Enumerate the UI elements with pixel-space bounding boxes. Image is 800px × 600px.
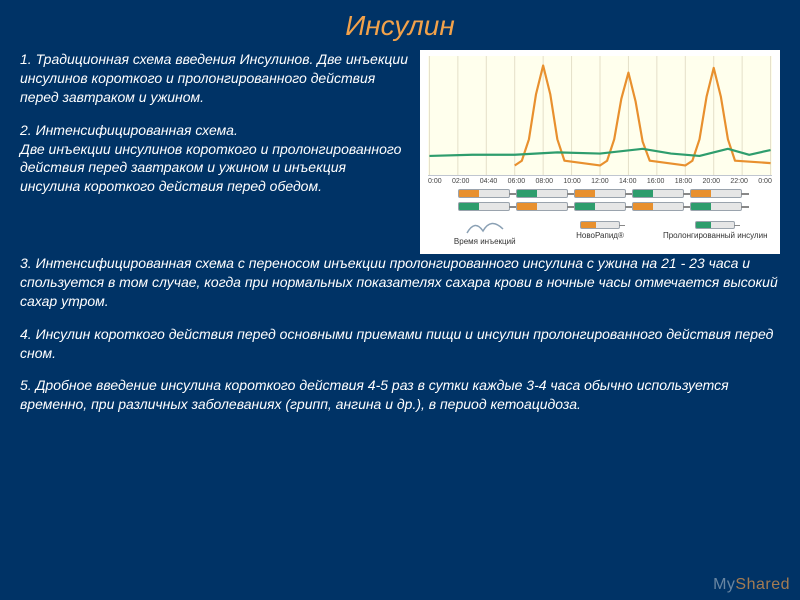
legend-item: Время инъекций bbox=[428, 221, 542, 246]
syringe-icon bbox=[580, 221, 620, 229]
syringe-icon bbox=[516, 189, 568, 198]
paragraph: 2. Интенсифицированная схема. Две инъекц… bbox=[20, 121, 408, 197]
x-tick-label: 10:00 bbox=[563, 178, 581, 185]
syringe-icon bbox=[632, 202, 684, 211]
syringe-icon bbox=[458, 202, 510, 211]
syringe-icon bbox=[574, 189, 626, 198]
chart-x-axis-labels: 0:00 02:00 04:40 06:00 08:00 10:00 12:00 14:00 1… bbox=[428, 176, 772, 189]
x-tick-label: 08:00 bbox=[535, 178, 553, 185]
x-tick-label: 16:00 bbox=[647, 178, 665, 185]
legend-item: Пролонгированный инсулин bbox=[658, 221, 772, 240]
title-text: Инсулин bbox=[345, 10, 455, 41]
syringe-row-1 bbox=[428, 189, 772, 198]
watermark-a: My bbox=[713, 576, 735, 593]
syringe-icon bbox=[690, 189, 742, 198]
legend-label: Время инъекций bbox=[454, 237, 516, 246]
watermark-b: Shared bbox=[735, 576, 790, 593]
syringe-icon bbox=[516, 202, 568, 211]
text-column-full: 3. Интенсифицированная схема с переносом… bbox=[0, 254, 800, 414]
syringe-icon bbox=[690, 202, 742, 211]
paragraph: 5. Дробное введение инсулина короткого д… bbox=[20, 376, 780, 414]
legend-label: Пролонгированный инсулин bbox=[663, 231, 768, 240]
page-title: Инсулин bbox=[0, 0, 800, 50]
syringe-icon bbox=[632, 189, 684, 198]
x-tick-label: 04:40 bbox=[480, 178, 498, 185]
syringe-icon bbox=[695, 221, 735, 229]
x-tick-label: 06:00 bbox=[508, 178, 526, 185]
watermark: MyShared bbox=[713, 576, 790, 594]
paragraph: 1. Традиционная схема введения Инсулинов… bbox=[20, 50, 408, 107]
x-tick-label: 18:00 bbox=[675, 178, 693, 185]
syringe-row-2 bbox=[428, 202, 772, 211]
x-tick-label: 20:00 bbox=[703, 178, 721, 185]
text-column-top: 1. Традиционная схема введения Инсулинов… bbox=[20, 50, 408, 254]
swoosh-icon bbox=[465, 221, 505, 235]
chart-plot-area bbox=[428, 56, 772, 176]
x-tick-label: 02:00 bbox=[452, 178, 470, 185]
x-tick-label: 0:00 bbox=[758, 178, 772, 185]
x-tick-label: 12:00 bbox=[591, 178, 609, 185]
syringe-icon bbox=[458, 189, 510, 198]
paragraph: 4. Инсулин короткого действия перед осно… bbox=[20, 325, 780, 363]
chart-panel: 0:00 02:00 04:40 06:00 08:00 10:00 12:00 14:00 1… bbox=[420, 50, 780, 254]
legend-item: НовоРапид® bbox=[543, 221, 657, 240]
x-tick-label: 14:00 bbox=[619, 178, 637, 185]
x-tick-label: 0:00 bbox=[428, 178, 442, 185]
syringe-icon bbox=[574, 202, 626, 211]
x-tick-label: 22:00 bbox=[730, 178, 748, 185]
paragraph: 3. Интенсифицированная схема с переносом… bbox=[20, 254, 780, 311]
legend-label: НовоРапид® bbox=[576, 231, 624, 240]
chart-legend: Время инъекций НовоРапид® Пролонгированный… bbox=[428, 215, 772, 246]
top-row: 1. Традиционная схема введения Инсулинов… bbox=[0, 50, 800, 254]
